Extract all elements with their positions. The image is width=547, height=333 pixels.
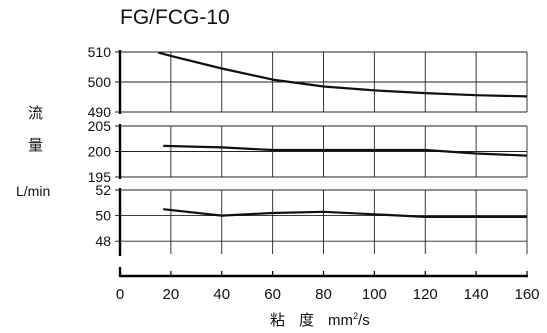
x-axis-label: 粘度mm2/s (270, 309, 370, 330)
y-tick-label: 490 (88, 104, 112, 120)
series-line-panel-3 (163, 208, 527, 218)
x-tick-label: 20 (163, 286, 180, 303)
series-line-panel-1 (157, 51, 528, 98)
x-axis-unit-base: mm (328, 312, 354, 329)
x-tick-label: 100 (362, 286, 387, 303)
x-tick-label: 0 (116, 286, 124, 303)
y-axis-label-char-2: 量 (28, 136, 44, 154)
x-tick-label: 60 (264, 286, 281, 303)
x-tick-label: 120 (413, 286, 438, 303)
x-axis-label-text: 粘度 (270, 311, 329, 329)
y-tick-label: 200 (88, 144, 112, 160)
y-axis-label-char-1: 流 (28, 104, 44, 122)
x-tick-label: 40 (213, 286, 230, 303)
y-tick-label: 50 (95, 208, 111, 224)
y-tick-label: 48 (95, 233, 111, 249)
y-tick-label: 510 (88, 44, 112, 60)
y-tick-label: 500 (88, 74, 112, 90)
y-tick-label: 195 (88, 169, 112, 185)
y-tick-label: 52 (95, 182, 111, 198)
y-tick-label: 205 (88, 118, 112, 134)
y-axis-unit: L/min (16, 183, 51, 199)
x-axis-unit-sup: 2 (353, 311, 359, 321)
chart-title: FG/FCG-10 (120, 6, 230, 29)
x-tick-label: 140 (464, 286, 489, 303)
x-axis-unit-tail: /s (358, 312, 370, 329)
series-line-panel-2 (163, 144, 528, 157)
x-tick-label: 80 (315, 286, 332, 303)
x-tick-label: 160 (514, 286, 539, 303)
